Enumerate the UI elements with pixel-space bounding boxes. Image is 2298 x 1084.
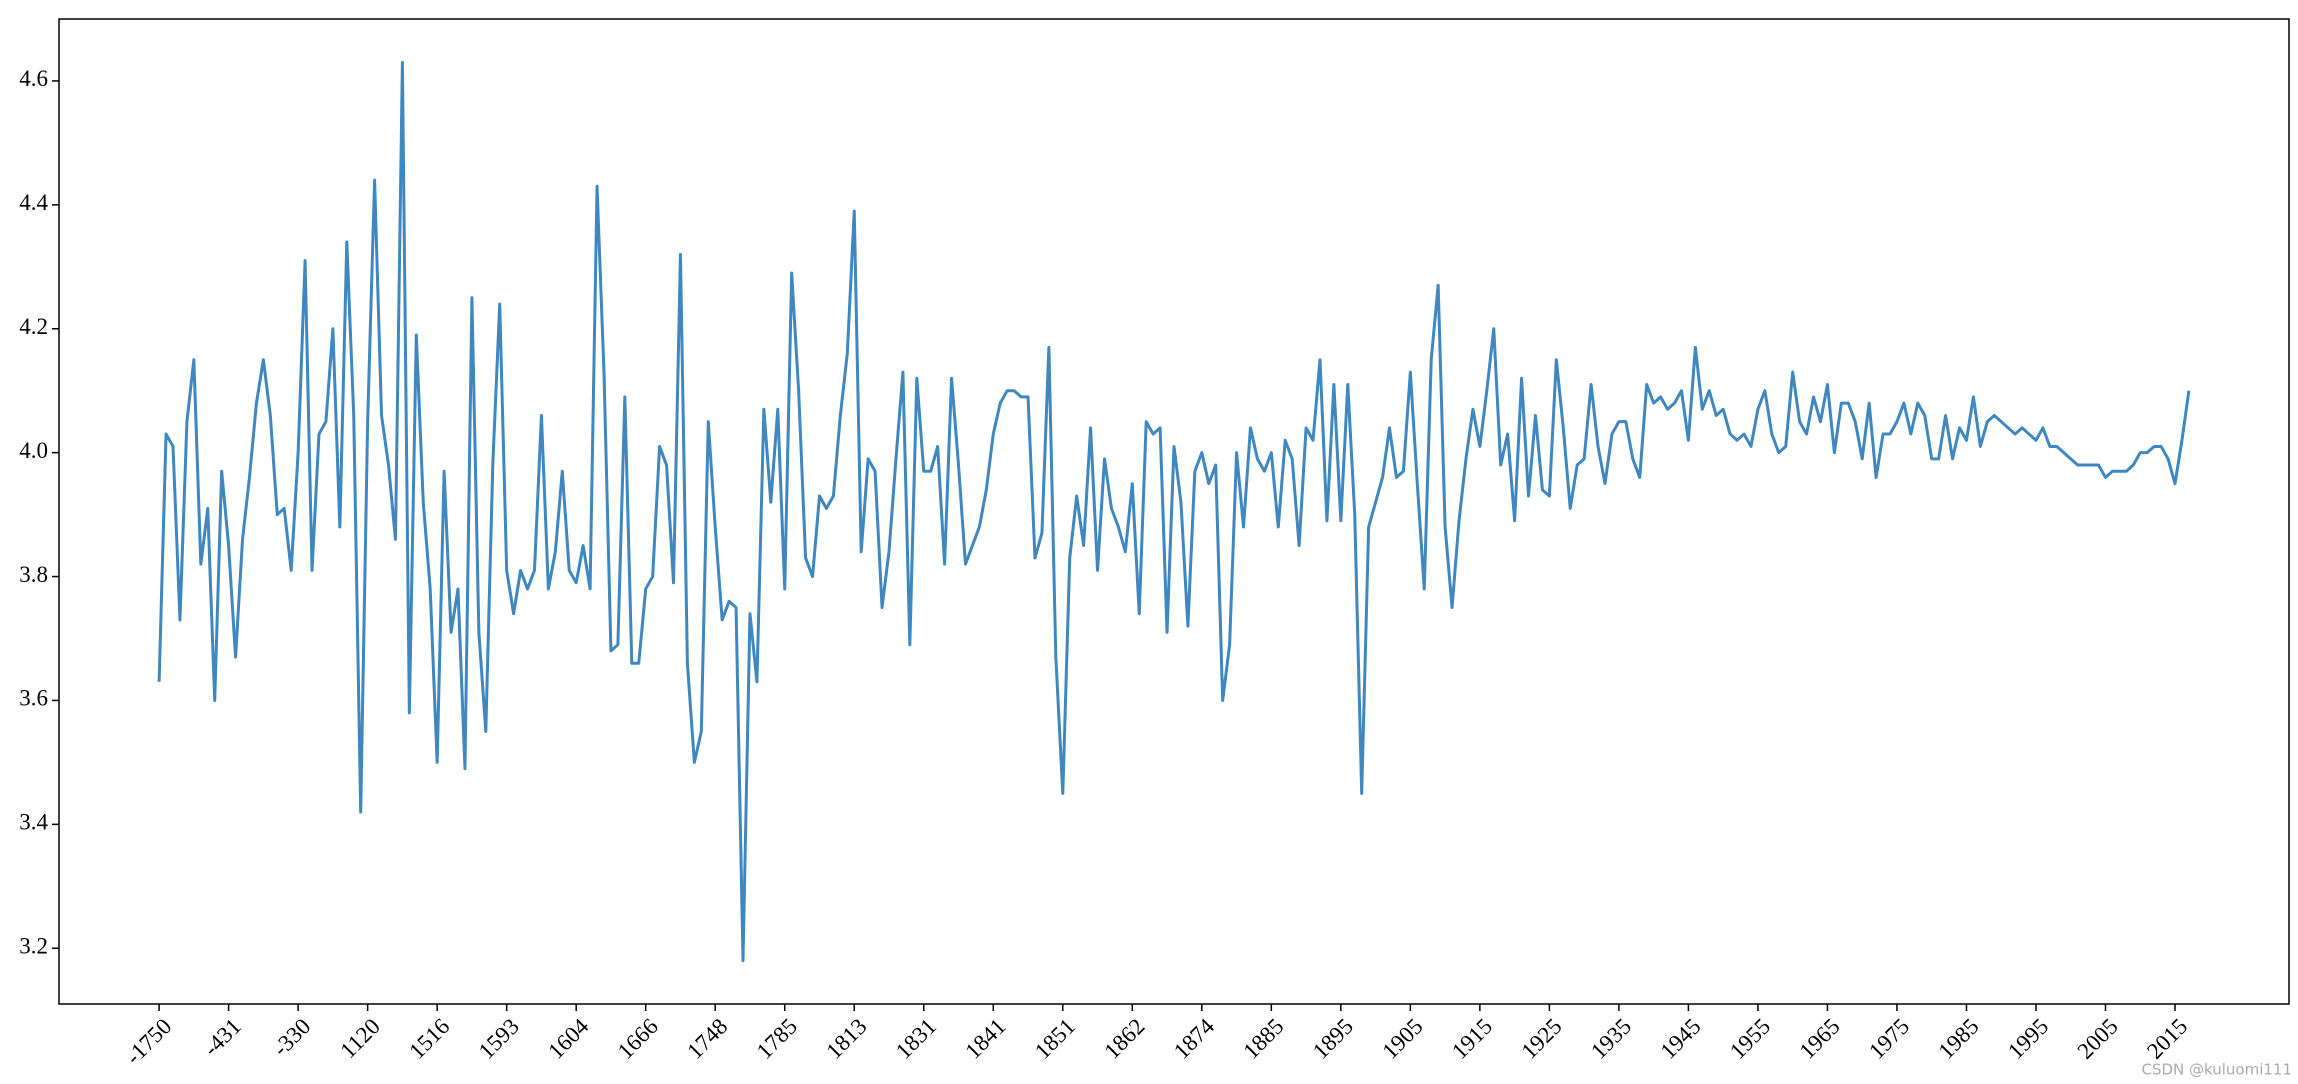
x-tick-label: 1785 <box>752 1014 802 1064</box>
x-tick-label: 1935 <box>1586 1014 1636 1064</box>
y-tick-label: 3.8 <box>19 562 48 587</box>
x-tick-label: 1975 <box>1864 1014 1914 1064</box>
watermark: CSDN @kuluomi111 <box>2141 1061 2292 1079</box>
x-tick-label: 2005 <box>2073 1014 2123 1064</box>
x-tick-label: 1666 <box>613 1014 663 1064</box>
x-tick-label: 1831 <box>891 1014 941 1064</box>
x-tick-label: 1895 <box>1308 1014 1358 1064</box>
x-tick-label: 1885 <box>1238 1014 1288 1064</box>
x-tick-label: 1925 <box>1516 1014 1566 1064</box>
x-tick-label: 1851 <box>1030 1014 1080 1064</box>
y-tick-label: 4.2 <box>19 314 48 339</box>
x-tick-label: 1945 <box>1655 1014 1705 1064</box>
x-tick-label: -431 <box>198 1014 245 1061</box>
data-line <box>157 60 2191 963</box>
x-tick-label: -1750 <box>121 1014 177 1070</box>
x-tick-label: 1748 <box>682 1014 732 1064</box>
plot-frame <box>58 18 2290 1005</box>
y-tick-label: 3.4 <box>19 810 48 835</box>
x-tick-label: 1593 <box>474 1014 524 1064</box>
x-tick-label: 1862 <box>1099 1014 1149 1064</box>
x-tick-label: 1516 <box>404 1014 454 1064</box>
x-tick-label: 1965 <box>1794 1014 1844 1064</box>
x-tick-label: 1120 <box>335 1014 385 1064</box>
y-tick-label: 4.6 <box>19 66 48 91</box>
y-tick-label: 3.2 <box>19 934 48 959</box>
x-tick-label: 1955 <box>1725 1014 1775 1064</box>
x-tick-label: 2015 <box>2142 1014 2192 1064</box>
x-tick-label: 1874 <box>1169 1013 1220 1064</box>
y-tick-label: 4.4 <box>19 190 48 215</box>
x-tick-label: 1985 <box>1934 1014 1984 1064</box>
x-tick-label: 1841 <box>960 1014 1010 1064</box>
x-tick-label: -330 <box>268 1014 315 1061</box>
x-tick-label: 1604 <box>543 1013 594 1064</box>
x-tick-label: 1915 <box>1447 1014 1497 1064</box>
x-tick-label: 1995 <box>2003 1014 2053 1064</box>
y-tick-label: 4.0 <box>19 438 48 463</box>
y-tick-label: 3.6 <box>19 686 48 711</box>
x-tick-label: 1905 <box>1377 1014 1427 1064</box>
x-tick-label: 1813 <box>821 1014 871 1064</box>
